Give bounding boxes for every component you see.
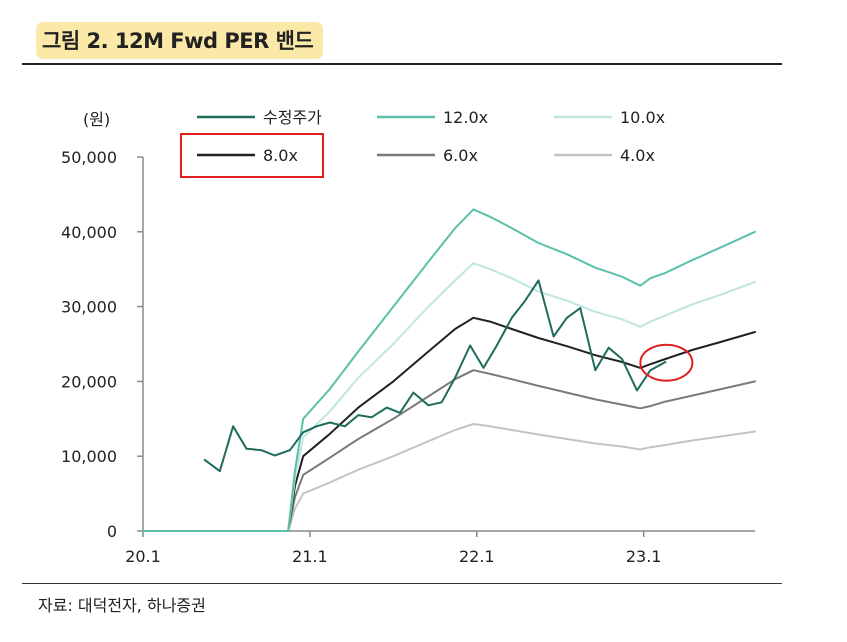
- figure-title: 그림 2. 12M Fwd PER 밴드: [36, 22, 324, 59]
- legend-label: 12.0x: [443, 108, 488, 127]
- legend-label: 수정주가: [263, 108, 322, 127]
- x-tick-label: 20.1: [125, 547, 161, 566]
- source-divider: [22, 583, 782, 584]
- y-tick-label: 50,000: [61, 148, 117, 167]
- legend-label: 6.0x: [443, 146, 478, 165]
- legend-label: 8.0x: [263, 146, 298, 165]
- series-line-per-8-0x: [142, 316, 756, 532]
- y-axis-label: (원): [83, 110, 110, 129]
- legend-label: 4.0x: [620, 146, 655, 165]
- series-line-per-6-0x: [142, 369, 756, 532]
- x-tick-label: 22.1: [459, 547, 495, 566]
- y-tick-label: 10,000: [61, 447, 117, 466]
- x-tick-label: 21.1: [292, 547, 328, 566]
- y-tick-label: 40,000: [61, 223, 117, 242]
- x-tick-label: 23.1: [626, 547, 662, 566]
- legend-highlight-box: [180, 133, 324, 178]
- series-line-per-10-0x: [142, 262, 756, 532]
- source-note: 자료: 대덕전자, 하나증권: [38, 596, 206, 615]
- title-divider: [22, 63, 782, 65]
- price-highlight-circle: [639, 343, 694, 382]
- series-line-per-4-0x: [142, 423, 756, 532]
- series-line-per-12-0x: [142, 208, 756, 532]
- y-tick-label: 0: [107, 522, 117, 541]
- series-line-adjusted-price: [203, 279, 667, 473]
- y-tick-label: 20,000: [61, 372, 117, 391]
- per-band-chart: 0 10,000 20,000 30,000 40,000 50,000 (원) 20.1 21…: [61, 108, 756, 566]
- y-tick-label: 30,000: [61, 298, 117, 317]
- legend-label: 10.0x: [620, 108, 665, 127]
